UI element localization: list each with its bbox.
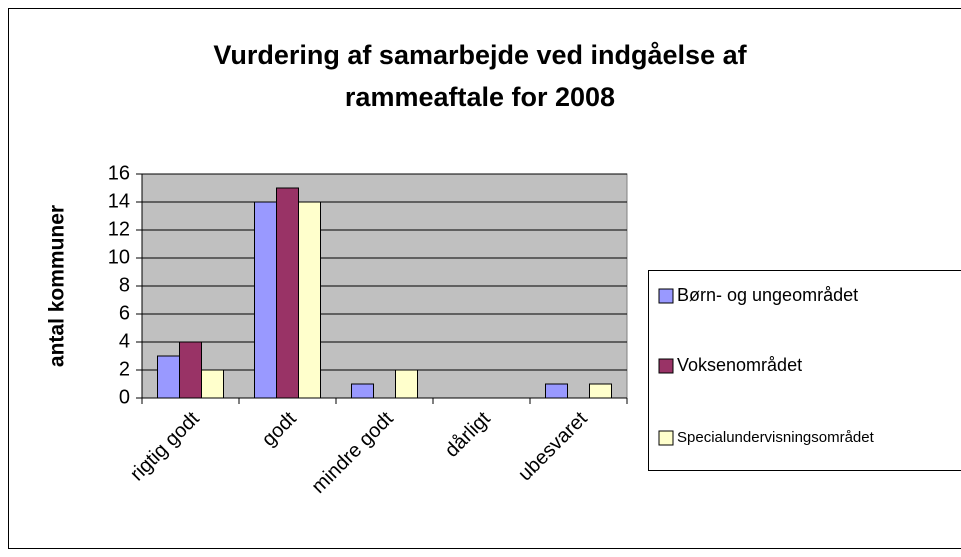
y-tick-label: 2 (119, 358, 130, 380)
bar (157, 355, 180, 399)
legend-swatch (658, 358, 674, 374)
bar (589, 383, 612, 399)
bar (254, 201, 277, 399)
y-tick-label: 10 (108, 246, 130, 268)
y-tick-label: 4 (119, 330, 130, 352)
y-tick-label: 16 (108, 162, 130, 184)
bar (545, 383, 568, 399)
legend-label: Børn- og ungeområdet (677, 285, 858, 305)
bar (179, 341, 202, 399)
y-tick-label: 0 (119, 386, 130, 408)
legend-label: Voksenområdet (677, 355, 802, 375)
y-tick-label: 12 (108, 218, 130, 240)
bar (395, 369, 418, 399)
legend-label: Specialundervisningsområdet (677, 429, 875, 446)
chart-title: Vurdering af samarbejde ved indgåelse af… (213, 40, 747, 112)
y-tick-label: 14 (108, 190, 130, 212)
legend-swatch (658, 430, 674, 446)
bar (276, 187, 299, 399)
legend-swatch (658, 288, 674, 304)
bar (201, 369, 224, 399)
y-tick-label: 8 (119, 274, 130, 296)
legend (648, 270, 961, 471)
y-axis-label: antal kommuner (46, 205, 69, 367)
y-tick-label: 6 (119, 302, 130, 324)
bar (351, 383, 374, 399)
bar (298, 201, 321, 399)
